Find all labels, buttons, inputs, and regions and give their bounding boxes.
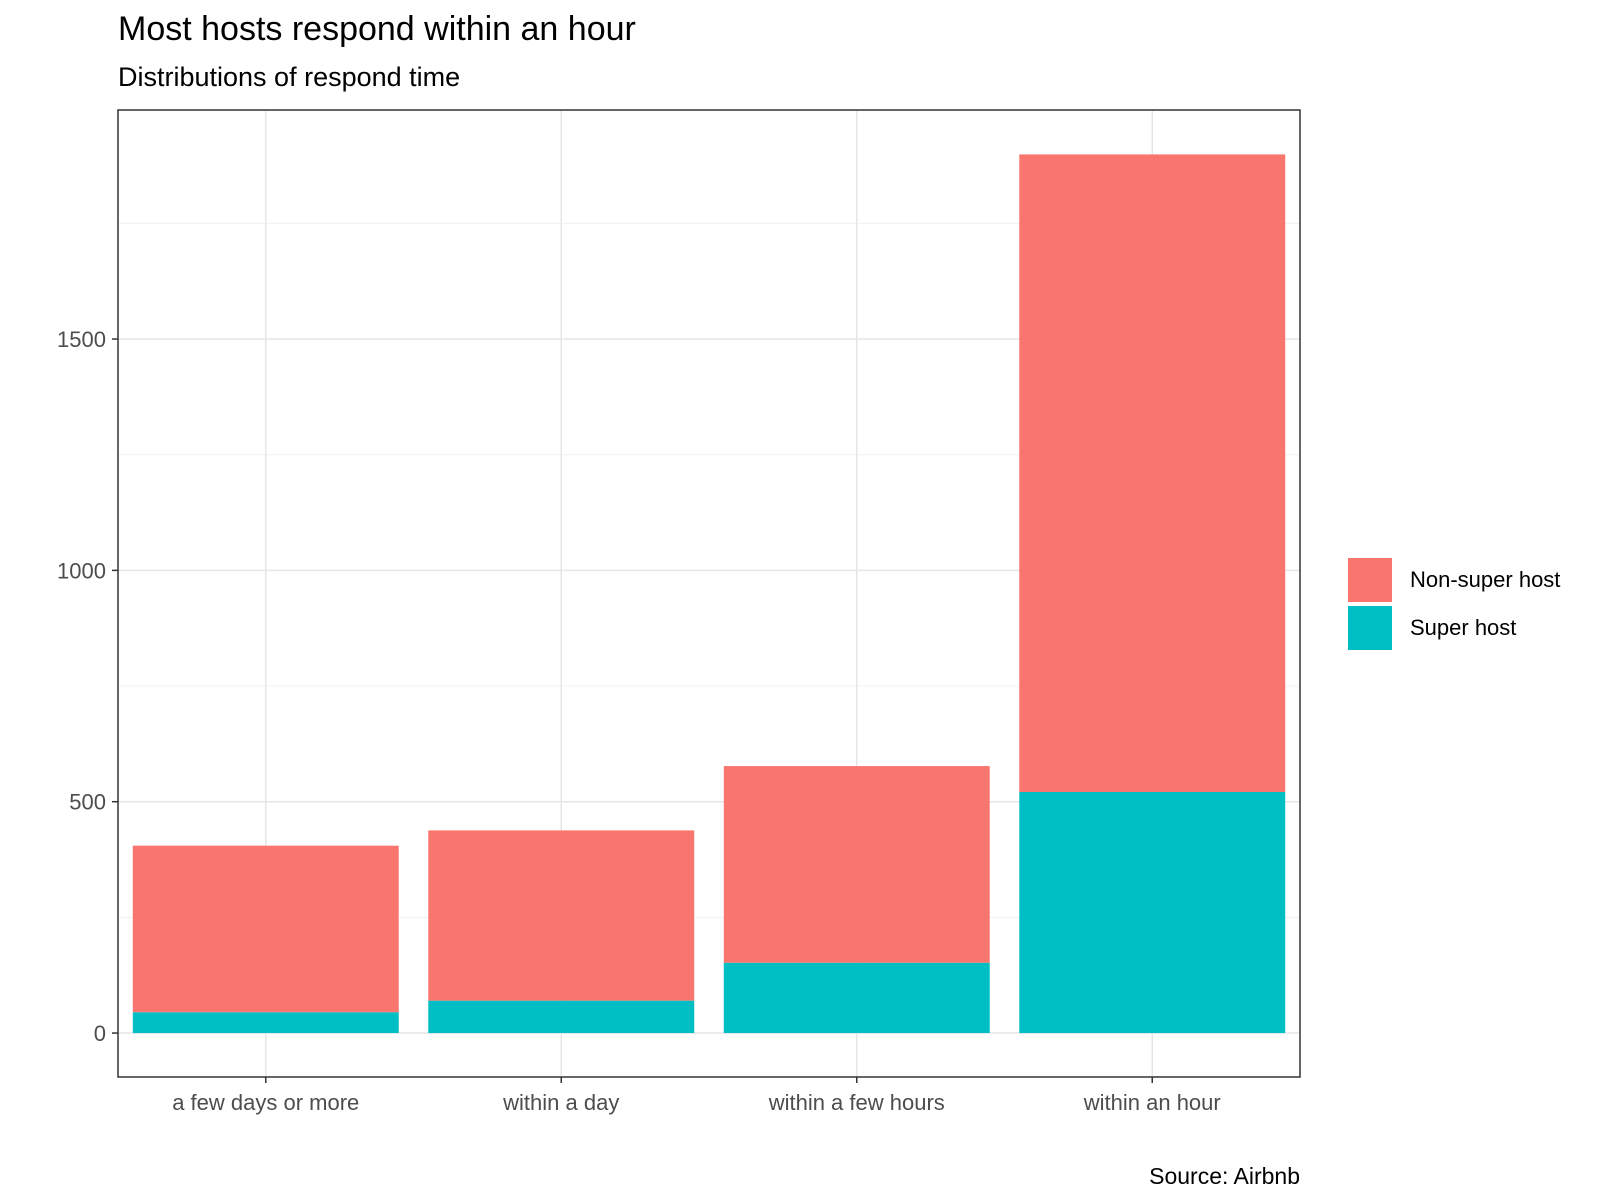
x-tick-label: a few days or more bbox=[172, 1090, 359, 1115]
y-tick-label: 1000 bbox=[57, 558, 106, 583]
bar-segment bbox=[1019, 791, 1286, 1034]
plot-border bbox=[117, 109, 1301, 1078]
x-tick-label: within a day bbox=[502, 1090, 619, 1115]
chart-title: Most hosts respond within an hour bbox=[118, 10, 636, 48]
bar-segment bbox=[723, 766, 990, 963]
legend-item-super-host: Super host bbox=[1348, 604, 1560, 652]
chart-subtitle: Distributions of respond time bbox=[118, 62, 461, 92]
legend-item-non-super-host: Non-super host bbox=[1348, 556, 1560, 604]
legend-key-super-host bbox=[1348, 606, 1392, 650]
x-tick-label: within an hour bbox=[1083, 1090, 1221, 1115]
bar-segment bbox=[132, 845, 399, 1013]
y-tick-label: 500 bbox=[69, 790, 106, 815]
bar-segment bbox=[428, 830, 695, 1001]
legend-key-non-super-host bbox=[1348, 558, 1392, 602]
y-tick-label: 0 bbox=[94, 1021, 106, 1046]
y-tick-label: 1500 bbox=[57, 327, 106, 352]
chart-caption: Source: Airbnb bbox=[1149, 1163, 1300, 1189]
legend-label-super-host: Super host bbox=[1410, 615, 1517, 640]
axis-ticks: 0 500 1000 1500 a few days or more within a d… bbox=[57, 327, 1221, 1115]
bar-segment bbox=[132, 1012, 399, 1034]
bar-segment bbox=[428, 1000, 695, 1034]
x-tick-label: within a few hours bbox=[768, 1090, 945, 1115]
bar-segment bbox=[723, 962, 990, 1034]
bar-stack-group bbox=[132, 154, 1286, 1034]
legend: Non-super host Super host bbox=[1348, 556, 1560, 652]
legend-label-non-super-host: Non-super host bbox=[1410, 567, 1561, 592]
bar-segment bbox=[1019, 154, 1286, 792]
